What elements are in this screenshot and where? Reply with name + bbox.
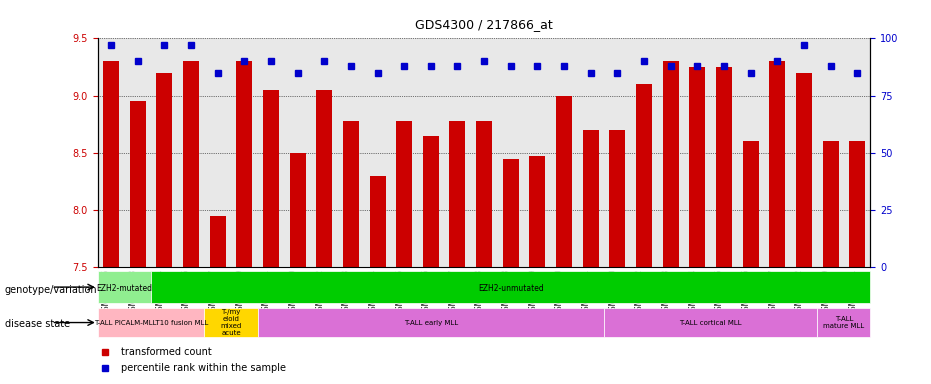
Bar xyxy=(204,308,258,337)
Text: T-/my
eloid
mixed
acute: T-/my eloid mixed acute xyxy=(221,309,242,336)
Bar xyxy=(769,61,785,267)
Text: T-ALL PICALM-MLLT10 fusion MLL: T-ALL PICALM-MLLT10 fusion MLL xyxy=(94,319,209,326)
Bar xyxy=(209,216,225,267)
Bar xyxy=(236,61,252,267)
Bar xyxy=(98,271,151,303)
Bar xyxy=(822,141,839,267)
Text: EZH2-unmutated: EZH2-unmutated xyxy=(478,284,544,293)
Text: T-ALL
mature MLL: T-ALL mature MLL xyxy=(823,316,865,329)
Bar xyxy=(604,308,817,337)
Bar xyxy=(258,308,604,337)
Bar xyxy=(796,73,812,267)
Text: genotype/variation: genotype/variation xyxy=(5,285,97,295)
Bar xyxy=(103,61,119,267)
Bar xyxy=(263,90,279,267)
Bar xyxy=(397,121,412,267)
Bar xyxy=(610,130,626,267)
Text: GDS4300 / 217866_at: GDS4300 / 217866_at xyxy=(415,18,553,31)
Bar xyxy=(476,121,492,267)
Text: T-ALL cortical MLL: T-ALL cortical MLL xyxy=(680,319,742,326)
Text: percentile rank within the sample: percentile rank within the sample xyxy=(121,363,286,373)
Bar xyxy=(317,90,332,267)
Bar xyxy=(183,61,199,267)
Text: T-ALL early MLL: T-ALL early MLL xyxy=(404,319,458,326)
Bar xyxy=(716,67,732,267)
Bar xyxy=(556,96,572,267)
Bar xyxy=(423,136,439,267)
Text: disease state: disease state xyxy=(5,319,70,329)
Bar xyxy=(343,121,358,267)
Bar xyxy=(450,121,466,267)
Bar xyxy=(689,67,706,267)
Bar xyxy=(583,130,599,267)
Bar xyxy=(849,141,865,267)
Bar xyxy=(530,156,546,267)
Bar xyxy=(156,73,172,267)
Bar xyxy=(503,159,519,267)
Bar xyxy=(636,84,652,267)
Bar xyxy=(663,61,679,267)
Bar xyxy=(129,101,146,267)
Bar xyxy=(817,308,870,337)
Bar xyxy=(290,153,305,267)
Bar xyxy=(98,308,204,337)
Bar xyxy=(370,176,385,267)
Bar xyxy=(743,141,759,267)
Text: EZH2-mutated: EZH2-mutated xyxy=(97,284,153,293)
Text: transformed count: transformed count xyxy=(121,347,211,357)
